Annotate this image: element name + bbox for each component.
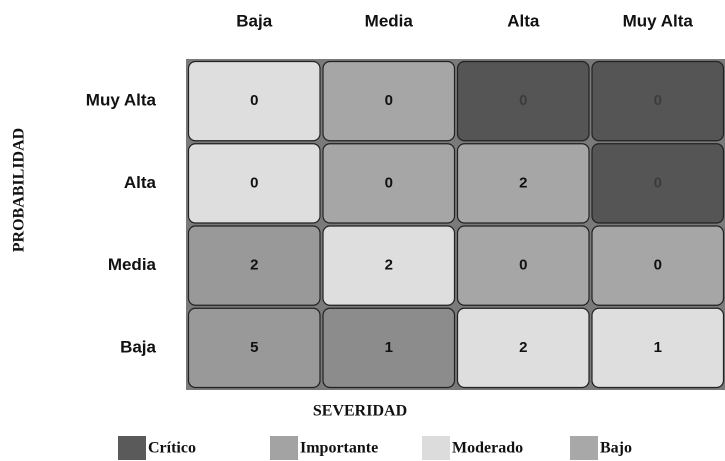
column-label: Baja — [236, 11, 272, 30]
cell — [456, 60, 590, 142]
cell — [187, 307, 321, 389]
cell-value: 2 — [519, 339, 527, 356]
cell-value: 0 — [385, 92, 393, 109]
cell-value: 0 — [385, 174, 393, 191]
cell — [591, 60, 725, 142]
cell — [187, 225, 321, 306]
column-label: Media — [365, 11, 414, 30]
x-axis-label: SEVERIDAD — [313, 403, 407, 420]
cell-value: 0 — [519, 257, 527, 274]
column-label: Alta — [507, 11, 540, 30]
legend-swatch — [270, 436, 298, 460]
column-label: Muy Alta — [623, 11, 694, 30]
cell-value: 1 — [654, 339, 662, 356]
cell — [456, 307, 590, 389]
legend-label: Crítico — [148, 440, 196, 457]
cell — [456, 225, 590, 306]
cell-value: 0 — [654, 174, 662, 191]
legend-label: Importante — [300, 440, 378, 457]
cell — [187, 60, 321, 142]
cell-value: 0 — [250, 92, 258, 109]
legend-label: Moderado — [452, 440, 523, 457]
cell-value: 0 — [250, 174, 258, 191]
cell — [322, 225, 456, 306]
legend-swatch — [570, 436, 598, 460]
cell — [591, 225, 725, 306]
y-axis-label: PROBABILIDAD — [11, 128, 28, 252]
cell-value: 2 — [519, 174, 527, 191]
cell-value: 0 — [654, 257, 662, 274]
cell-value: 2 — [385, 257, 393, 274]
cell — [187, 143, 321, 224]
cell-value: 0 — [654, 92, 662, 109]
legend-label: Bajo — [600, 440, 632, 457]
row-label: Media — [108, 255, 157, 274]
cell-value: 2 — [250, 257, 258, 274]
cell — [591, 307, 725, 389]
cell-value: 1 — [385, 339, 393, 356]
cell — [456, 143, 590, 224]
row-label: Alta — [124, 173, 157, 192]
legend-swatch — [118, 436, 146, 460]
row-label: Muy Alta — [86, 91, 157, 110]
cell — [591, 143, 725, 224]
cell — [322, 143, 456, 224]
cell-value: 5 — [250, 339, 258, 356]
cell — [322, 307, 456, 389]
row-label: Baja — [120, 337, 156, 356]
legend-swatch — [422, 436, 450, 460]
cell — [322, 60, 456, 142]
cell-value: 0 — [519, 92, 527, 109]
